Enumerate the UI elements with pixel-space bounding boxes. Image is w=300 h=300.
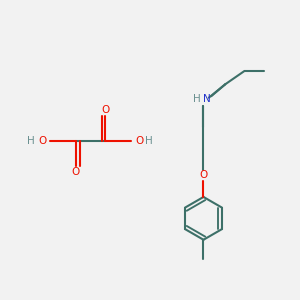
Text: O: O xyxy=(38,136,46,146)
Text: N: N xyxy=(203,94,211,104)
Text: O: O xyxy=(135,136,143,146)
Text: H: H xyxy=(27,136,35,146)
Text: H: H xyxy=(193,94,201,104)
Text: H: H xyxy=(145,136,153,146)
Text: O: O xyxy=(72,167,80,177)
Text: O: O xyxy=(200,170,208,180)
Text: O: O xyxy=(101,105,110,115)
